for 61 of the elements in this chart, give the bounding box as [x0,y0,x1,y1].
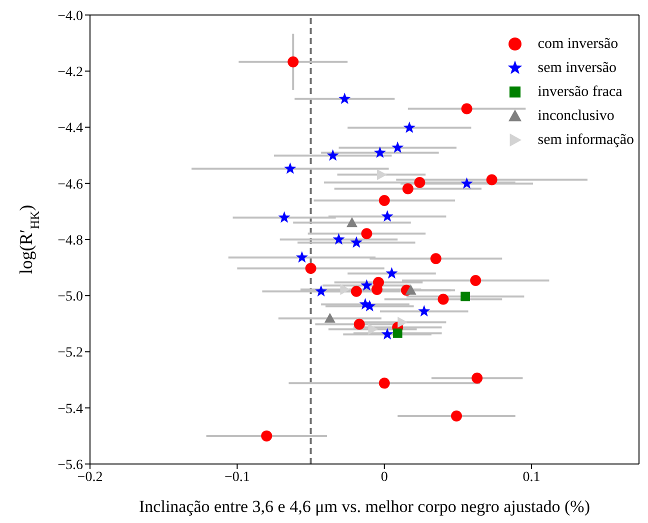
legend-label: com inversão [538,36,618,52]
point [288,56,299,68]
point [284,162,296,174]
point [360,279,373,291]
y-tick-label: −5.2 [58,346,83,361]
point [350,236,362,248]
y-tick-label: −5.0 [58,290,83,305]
point [486,174,498,186]
point [381,210,394,222]
point [361,228,372,240]
point [372,284,383,295]
x-tick-label: −0.1 [224,470,250,485]
x-tick-label: 0 [380,470,388,485]
point [386,267,398,279]
y-tick-label: −4.8 [58,233,83,248]
point [402,183,414,194]
point [403,121,416,133]
point [324,312,336,323]
point [450,410,462,422]
point [368,324,378,335]
point [332,233,345,245]
legend-label: sem informação [538,132,634,148]
point [461,103,472,114]
point [438,294,449,305]
legend-label: inconclusivo [538,108,614,124]
point [377,169,387,180]
point [350,286,362,297]
y-tick-label: −4.2 [58,65,83,80]
point [472,372,483,384]
point [305,262,316,274]
point [398,316,408,328]
point [296,251,308,263]
point [392,141,404,153]
point [430,253,442,264]
point [315,285,328,297]
y-tick-label: −4.4 [58,121,83,136]
y-tick-label: −4.6 [58,177,83,192]
point [460,292,470,302]
point [378,195,390,206]
x-tick-label: 0.1 [522,470,540,485]
point [405,284,416,295]
point [378,378,390,389]
point [374,146,386,158]
point [340,284,350,295]
legend-label: inversão fraca [538,84,622,100]
legend-label: sem inversão [538,60,617,76]
point [354,318,365,330]
y-tick-label: −5.4 [58,402,83,417]
point [460,177,473,189]
y-tick-label: −4.0 [58,8,83,24]
point [326,149,339,161]
point [470,274,482,286]
point [381,328,394,340]
point [346,217,358,228]
point [418,305,430,316]
point [278,211,290,223]
point [392,328,402,338]
x-axis-title: Inclinação entre 3,6 e 4,6 μm vs. melhor corpo negro ajustado (%) [139,497,590,516]
point [261,430,272,442]
point [338,92,351,104]
point [414,177,426,188]
